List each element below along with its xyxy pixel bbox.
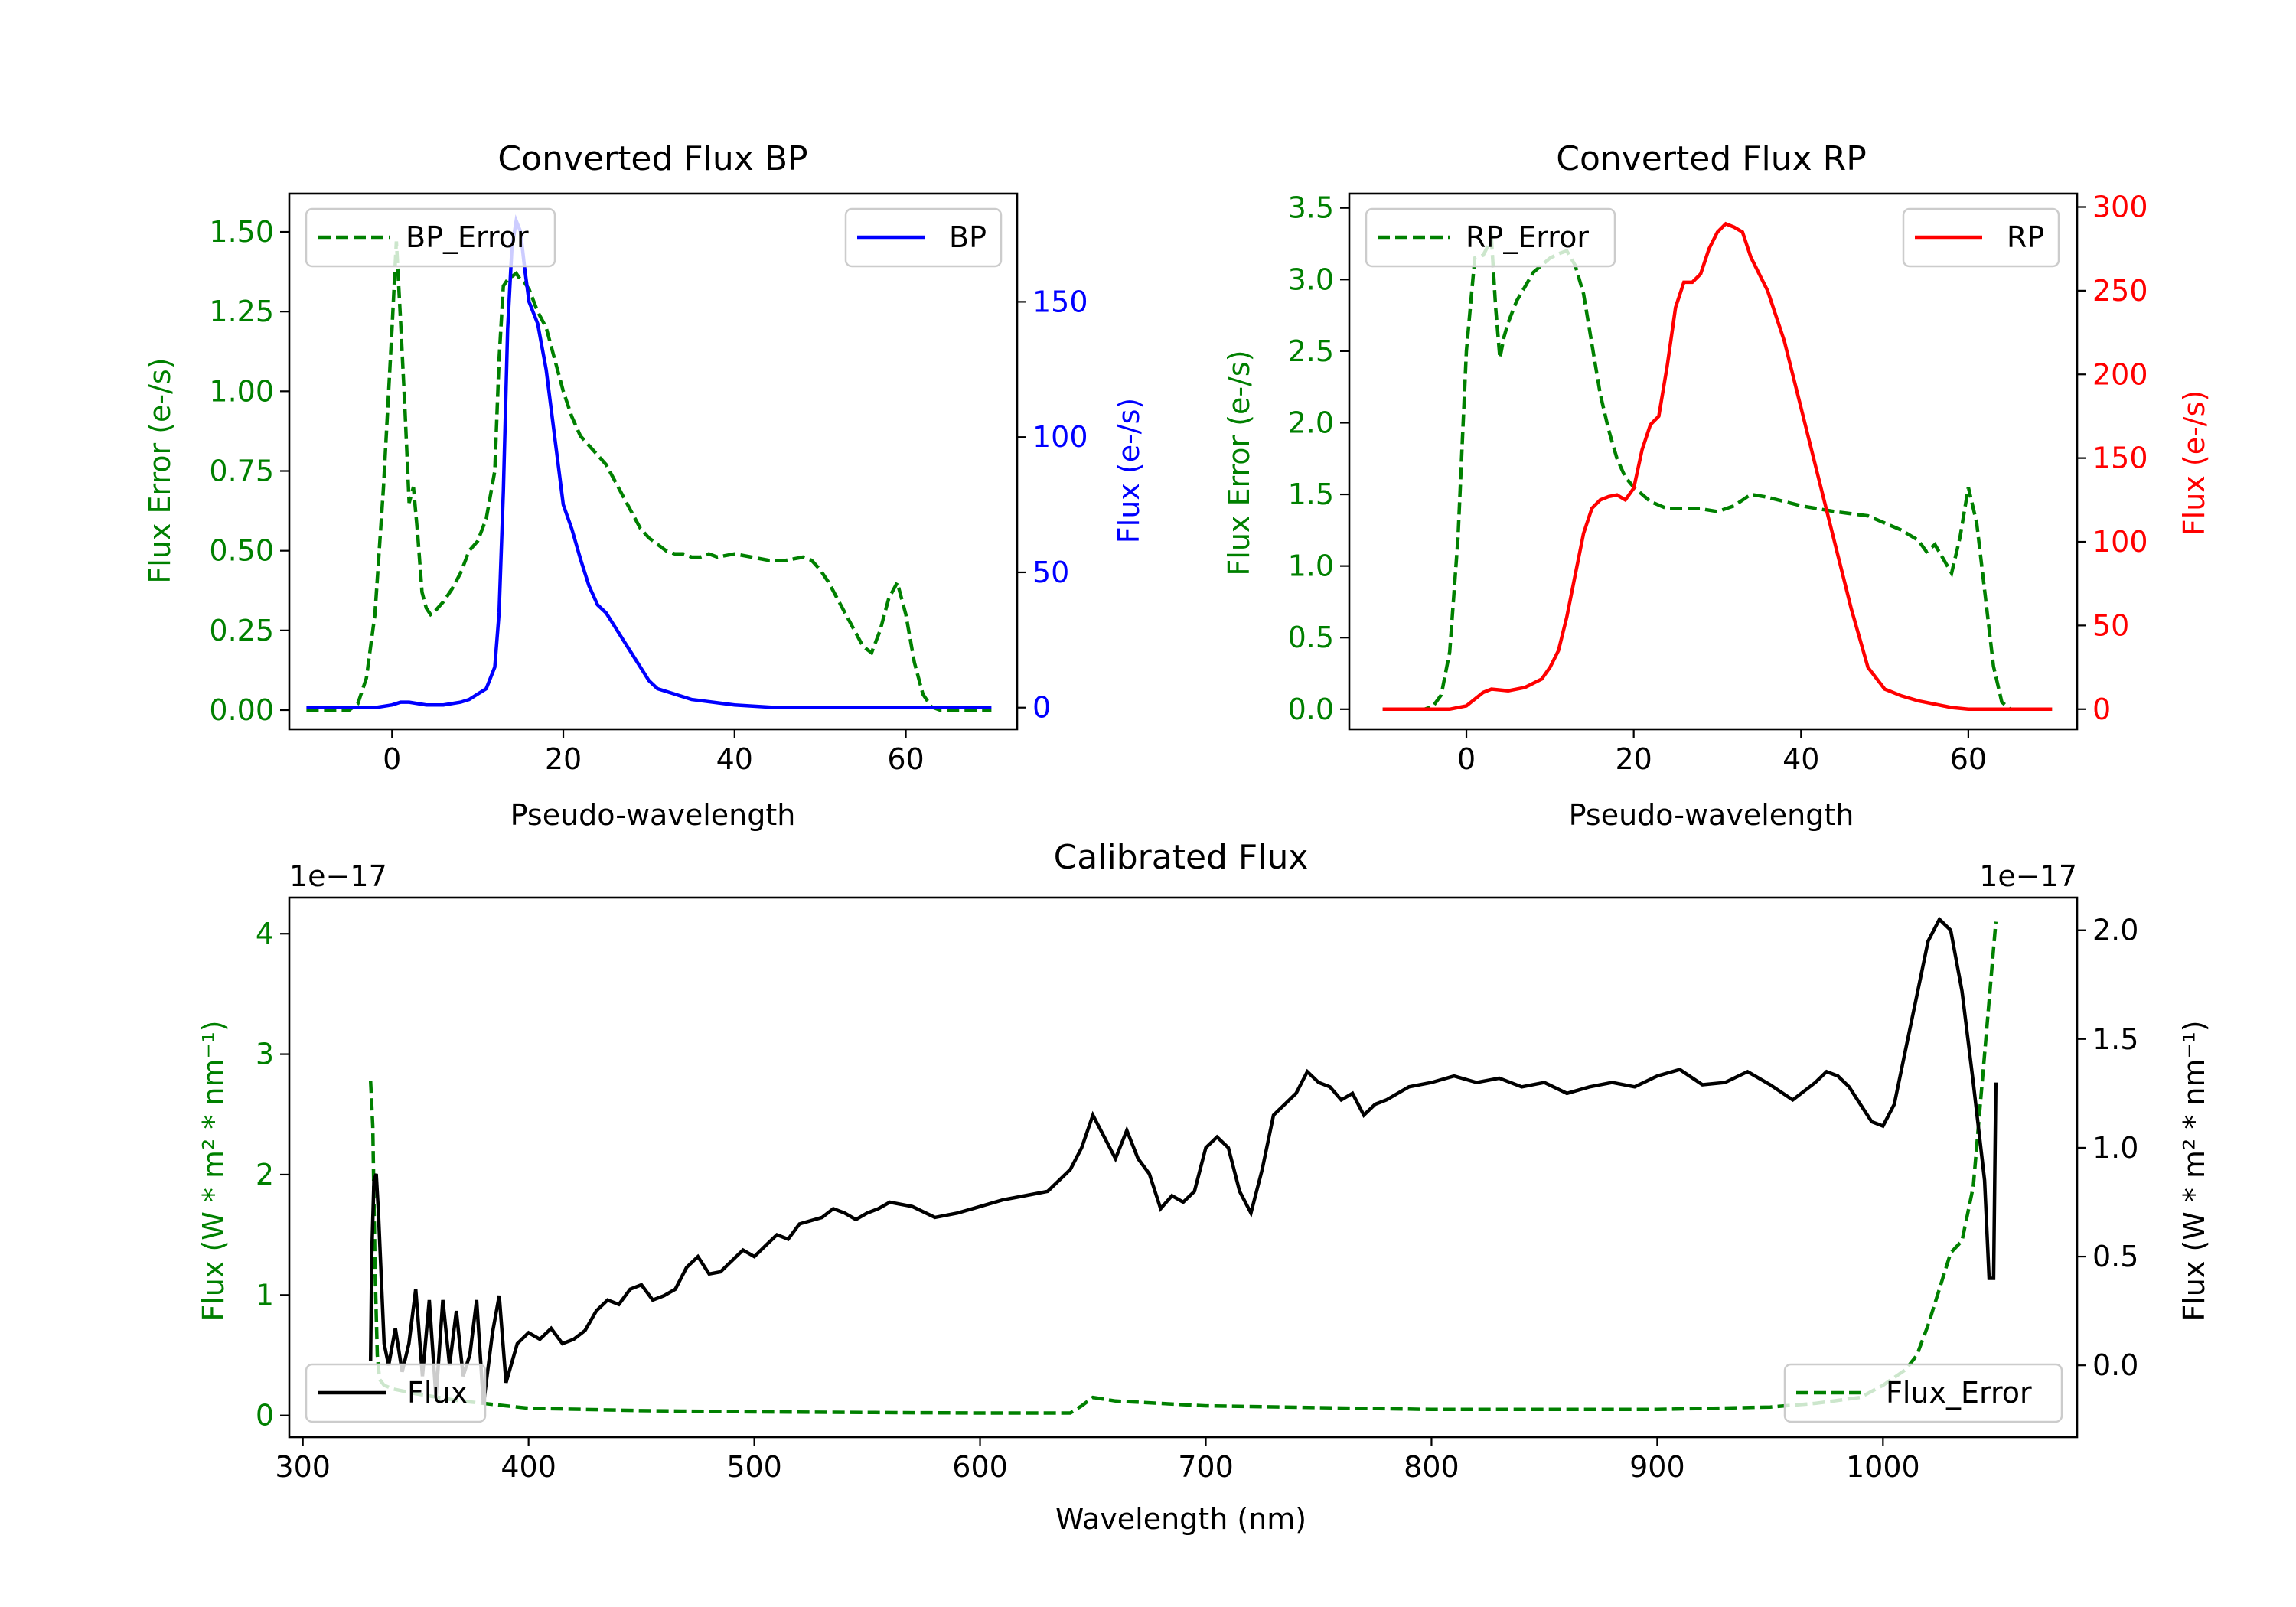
bp-ytick-right-label: 50 [1032, 556, 1069, 589]
cal-legend-left-label: Flux [407, 1376, 468, 1410]
rp-ytick-left-label: 3.0 [1288, 262, 1334, 296]
cal-ticks: 300 400 500 600 700 800 900 1000 0 1 2 3 4 0.0 0.5 1.0 1… [256, 914, 2139, 1484]
cal-xtick-label: 700 [1178, 1450, 1234, 1484]
bp-ylabel-left: Flux Error (e-/s) [143, 357, 177, 583]
rp-flux-line [1382, 221, 2053, 712]
bp-xlabel: Pseudo-wavelength [510, 798, 796, 832]
cal-xtick-label: 500 [726, 1450, 782, 1484]
cal-ytick-left-label: 0 [256, 1399, 274, 1433]
bp-flux-line [306, 214, 992, 709]
rp-ticks: 0 20 40 60 0.0 0.5 1.0 1.5 2.0 2.5 3.0 3.5 0 50 100 150… [1288, 191, 2148, 777]
bp-legend-left-label: BP_Error [406, 220, 529, 254]
rp-ytick-left-label: 2.5 [1288, 334, 1334, 368]
bp-legend-left-box [305, 207, 556, 268]
bp-ytick-left-label: 0.00 [209, 693, 274, 727]
cal-ytick-left-label: 2 [256, 1158, 274, 1191]
bp-title: Converted Flux BP [497, 139, 807, 178]
bp-legend-right-label: BP [949, 220, 987, 254]
bp-legend-left: BP_Error [305, 207, 556, 268]
rp-xtick-label: 0 [1457, 742, 1476, 776]
rp-legend-left: RP_Error [1365, 207, 1616, 268]
bp-ytick-left-label: 0.75 [209, 455, 274, 488]
rp-ytick-left-label: 1.5 [1288, 478, 1334, 511]
bp-ytick-left-label: 0.25 [209, 614, 274, 647]
cal-ytick-left-label: 1 [256, 1278, 274, 1312]
rp-ytick-left-label: 0.0 [1288, 693, 1334, 726]
rp-legend-left-label: RP_Error [1466, 220, 1589, 254]
bp-ytick-left-label: 1.25 [209, 295, 274, 328]
cal-ytick-left-label: 3 [256, 1038, 274, 1071]
bp-legend-right: BP [844, 207, 1003, 268]
cal-xtick-label: 800 [1404, 1450, 1459, 1484]
bp-ytick-right-label: 100 [1032, 420, 1088, 454]
cal-legend-right: Flux_Error [1783, 1363, 2063, 1423]
cal-flux-line [368, 916, 1998, 1405]
bp-error-line [306, 241, 992, 712]
rp-xtick-label: 20 [1615, 742, 1652, 776]
cal-ylabel-right: Flux (W * m² * nm⁻¹) [2177, 1020, 2211, 1321]
rp-legend-right: RP [1902, 207, 2060, 268]
bp-ytick-left-label: 1.50 [209, 215, 274, 249]
cal-xlabel: Wavelength (nm) [1055, 1502, 1306, 1536]
rp-legend-left-box [1365, 207, 1616, 268]
bp-ytick-right-label: 0 [1032, 691, 1051, 725]
rp-xtick-label: 60 [1950, 742, 1987, 776]
chart-bp: Converted Flux BP Pseudo-wavelength Flux… [143, 139, 1146, 832]
cal-xtick-label: 900 [1629, 1450, 1685, 1484]
cal-ytick-right-label: 2.0 [2092, 914, 2138, 947]
rp-legend-right-label: RP [2007, 220, 2044, 254]
cal-ytick-right-label: 0.0 [2092, 1348, 2138, 1382]
cal-legend-left-box [305, 1363, 487, 1423]
rp-ytick-right-label: 0 [2092, 693, 2111, 726]
chart-calibrated: Calibrated Flux Wavelength (nm) 1e−17 1e… [197, 838, 2211, 1536]
bp-ytick-right-label: 150 [1032, 285, 1088, 318]
cal-ytick-right-label: 1.0 [2092, 1131, 2138, 1165]
rp-ylabel-left: Flux Error (e-/s) [1222, 350, 1256, 575]
rp-ytick-left-label: 3.5 [1288, 191, 1334, 225]
bp-plot [306, 214, 992, 712]
bp-ytick-left-label: 1.00 [209, 374, 274, 408]
cal-title: Calibrated Flux [1054, 838, 1309, 877]
cal-ytick-right-label: 0.5 [2092, 1240, 2138, 1273]
bp-xtick-label: 60 [887, 742, 924, 776]
rp-xtick-label: 40 [1782, 742, 1819, 776]
bp-xtick-label: 0 [383, 742, 401, 776]
rp-ytick-right-label: 300 [2092, 191, 2148, 224]
bp-xtick-label: 40 [716, 742, 753, 776]
bp-xtick-label: 20 [545, 742, 582, 776]
rp-ytick-left-label: 1.0 [1288, 549, 1334, 583]
cal-xtick-label: 300 [275, 1450, 331, 1484]
bp-ylabel-right: Flux (e-/s) [1112, 398, 1146, 543]
cal-xtick-label: 1000 [1846, 1450, 1920, 1484]
cal-ytick-left-label: 4 [256, 917, 274, 950]
cal-ytick-right-label: 1.5 [2092, 1022, 2138, 1056]
rp-ytick-right-label: 50 [2092, 608, 2129, 642]
rp-title: Converted Flux RP [1556, 139, 1867, 178]
rp-ytick-right-label: 100 [2092, 525, 2148, 559]
bp-ytick-left-label: 0.50 [209, 534, 274, 568]
cal-legend-left: Flux [305, 1363, 487, 1423]
rp-ytick-left-label: 0.5 [1288, 621, 1334, 654]
cal-xtick-label: 600 [952, 1450, 1008, 1484]
cal-error-line [368, 921, 1998, 1415]
rp-ytick-right-label: 200 [2092, 357, 2148, 391]
rp-ytick-right-label: 150 [2092, 442, 2148, 475]
cal-plot [368, 916, 1998, 1415]
rp-ytick-right-label: 250 [2092, 274, 2148, 308]
rp-ytick-left-label: 2.0 [1288, 406, 1334, 439]
rp-ylabel-right: Flux (e-/s) [2177, 390, 2211, 536]
cal-legend-right-label: Flux_Error [1886, 1376, 2032, 1410]
cal-ylabel-left: Flux (W * m² * nm⁻¹) [197, 1020, 230, 1321]
cal-xtick-label: 400 [501, 1450, 556, 1484]
cal-offset-right: 1e−17 [1979, 859, 2077, 893]
bp-ticks: 0 20 40 60 0.00 0.25 0.50 0.75 1.00 1.25 1.50 0 50 10… [209, 215, 1088, 776]
rp-xlabel: Pseudo-wavelength [1569, 798, 1854, 832]
cal-legend-right-box [1783, 1363, 2063, 1423]
rp-axes-frame [1348, 192, 2079, 731]
chart-rp: Converted Flux RP Pseudo-wavelength Flux… [1222, 139, 2211, 832]
bp-axes-frame [288, 192, 1019, 731]
cal-offset-left: 1e−17 [289, 859, 387, 893]
cal-axes-frame [288, 896, 2079, 1439]
